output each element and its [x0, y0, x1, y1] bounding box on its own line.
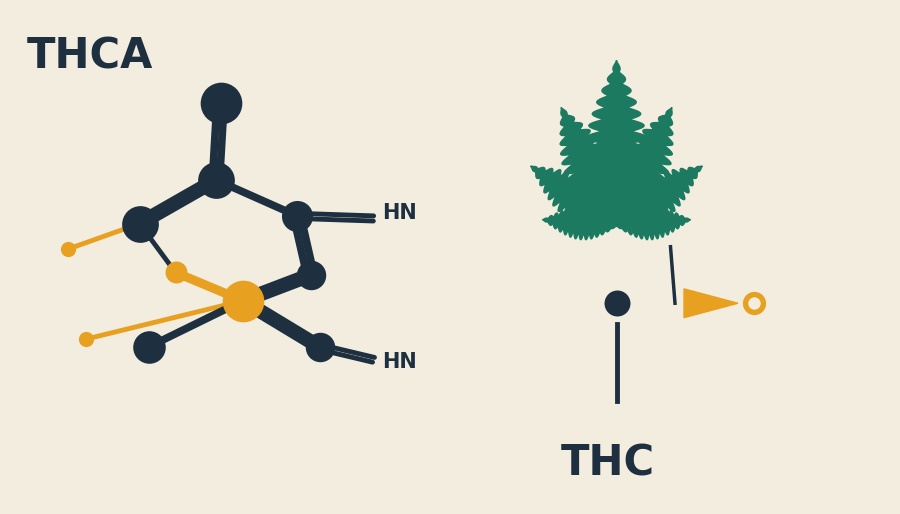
- Point: [168, 268, 183, 277]
- Point: [213, 99, 228, 107]
- Text: HN: HN: [382, 353, 418, 372]
- Point: [132, 219, 147, 228]
- Polygon shape: [613, 107, 673, 226]
- Polygon shape: [616, 166, 702, 226]
- Point: [747, 299, 761, 307]
- Polygon shape: [560, 107, 620, 226]
- Polygon shape: [586, 60, 647, 226]
- Point: [303, 271, 318, 279]
- Point: [78, 335, 93, 343]
- Point: [60, 245, 75, 253]
- Point: [747, 299, 761, 307]
- Polygon shape: [531, 166, 617, 226]
- Polygon shape: [684, 289, 738, 318]
- Text: THCA: THCA: [27, 36, 153, 78]
- Point: [290, 212, 304, 220]
- Point: [312, 343, 327, 351]
- Text: THC: THC: [561, 442, 654, 484]
- Point: [141, 343, 156, 351]
- Point: [609, 299, 624, 307]
- Polygon shape: [543, 207, 616, 240]
- Point: [209, 176, 223, 184]
- Text: HN: HN: [382, 204, 418, 223]
- Point: [236, 297, 250, 305]
- Polygon shape: [616, 207, 690, 240]
